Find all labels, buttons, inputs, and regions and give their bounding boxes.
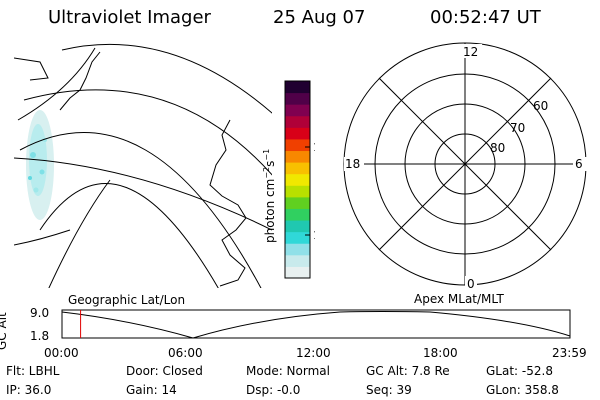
coastline — [59, 51, 101, 111]
colorbar-segment — [285, 127, 310, 140]
info-glat: GLat: -52.8 — [486, 364, 553, 378]
ytick-1-8: 1.8 — [30, 329, 49, 343]
diagonal-2 — [378, 77, 552, 251]
colorbar-label-wrap: photon cm−2s−1 — [254, 108, 284, 248]
colorbar-segment — [285, 208, 310, 221]
colorbar-segment — [285, 220, 310, 233]
colorbar-segment — [285, 162, 310, 175]
aurora-emission — [26, 110, 54, 220]
colorbar-segment — [285, 115, 310, 128]
colorbar-segment — [285, 104, 310, 117]
colorbar-segment — [285, 231, 310, 244]
info-mode: Mode: Normal — [246, 364, 330, 378]
info-gcalt: GC Alt: 7.8 Re — [366, 364, 450, 378]
mlt-label-12: 12 — [463, 45, 478, 59]
xtick-1200: 12:00 — [296, 346, 331, 360]
colorbar-segment — [285, 254, 310, 267]
colorbar-segment — [285, 81, 310, 94]
timeline-ylabel: GC Alt — [0, 312, 9, 350]
time-label: 00:52:47 UT — [430, 7, 541, 28]
colorbar-segment — [285, 266, 310, 279]
ytick-9: 9.0 — [30, 306, 49, 320]
xtick-0600: 06:00 — [168, 346, 203, 360]
apex-polar-plot: 12 18 6 0 60 70 80 — [343, 42, 587, 291]
lat-label-60: 60 — [533, 99, 548, 113]
colorbar-tick-10: 10 — [313, 229, 315, 242]
lat-label-80: 80 — [490, 141, 505, 155]
colorbar-segment — [285, 185, 310, 198]
colorbar-segment — [285, 173, 310, 186]
info-dsp: Dsp: -0.0 — [246, 383, 301, 397]
colorbar-segment — [285, 92, 310, 105]
info-seq: Seq: 39 — [366, 383, 412, 397]
colorbar-label: photon cm−2s−1 — [262, 148, 277, 243]
colorbar-tick-100: 100 — [313, 141, 315, 154]
instrument-title: Ultraviolet Imager — [48, 7, 211, 28]
date-label: 25 Aug 07 — [273, 7, 366, 28]
xtick-2359: 23:59 — [552, 346, 587, 360]
altitude-timeline: GC Alt 9.0 1.8 00:00 06:00 12:00 18:00 2… — [0, 306, 587, 360]
geo-caption: Geographic Lat/Lon — [68, 293, 185, 307]
colorbar-segment — [285, 243, 310, 256]
apex-caption: Apex MLat/MLT — [414, 292, 504, 306]
info-ip: IP: 36.0 — [6, 383, 52, 397]
info-door: Door: Closed — [126, 364, 203, 378]
xtick-0000: 00:00 — [44, 346, 79, 360]
xtick-1800: 18:00 — [423, 346, 458, 360]
colorbar-segment — [285, 138, 310, 152]
coastline-2 — [209, 119, 247, 287]
lat-label-70: 70 — [510, 121, 525, 135]
colorbar-segment — [285, 196, 310, 209]
colorbar-segment — [285, 150, 310, 163]
info-gain: Gain: 14 — [126, 383, 177, 397]
mlt-label-0: 0 — [467, 277, 475, 291]
mlt-label-18: 18 — [345, 157, 360, 171]
mlt-label-6: 6 — [575, 157, 583, 171]
info-flt: Flt: LBHL — [6, 364, 60, 378]
colorbar: 100 10 — [284, 80, 315, 279]
info-glon: GLon: 358.8 — [486, 383, 559, 397]
